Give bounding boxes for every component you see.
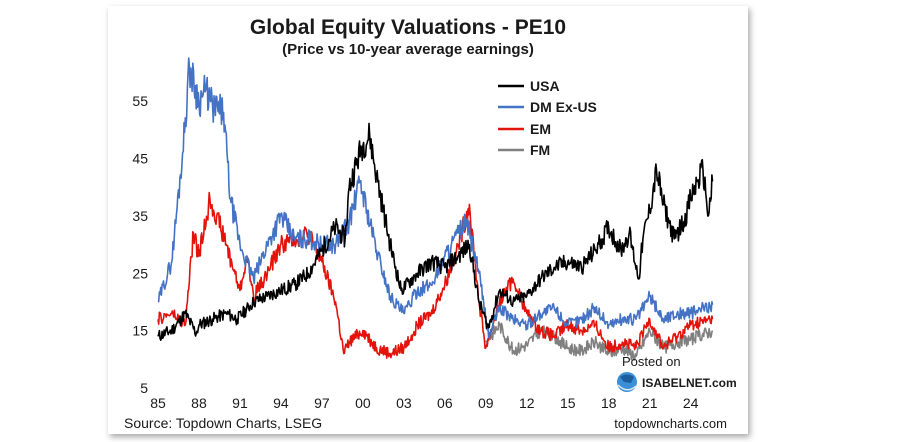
- chart: Global Equity Valuations - PE10 (Price v…: [124, 16, 737, 431]
- legend-label-dm-ex-us: DM Ex-US: [530, 99, 597, 115]
- x-tick-label: 12: [519, 395, 535, 411]
- y-tick-label: 25: [132, 265, 148, 281]
- x-tick-label: 24: [683, 395, 699, 411]
- chart-card: Global Equity Valuations - PE10 (Price v…: [108, 6, 748, 434]
- x-tick-label: 06: [437, 395, 453, 411]
- x-tick-label: 18: [601, 395, 617, 411]
- source-note: Source: Topdown Charts, LSEG: [124, 415, 322, 431]
- globe-icon: [617, 372, 637, 392]
- x-tick-label: 91: [232, 395, 248, 411]
- credit-bottom: topdowncharts.com: [614, 416, 727, 431]
- y-tick-label: 35: [132, 208, 148, 224]
- legend-label-fm: FM: [530, 142, 550, 158]
- x-tick-label: 85: [150, 395, 166, 411]
- x-tick-label: 94: [273, 395, 289, 411]
- x-tick-label: 97: [314, 395, 330, 411]
- x-tick-label: 15: [560, 395, 576, 411]
- y-tick-label: 15: [132, 323, 148, 339]
- y-tick-label: 45: [132, 151, 148, 167]
- x-tick-label: 09: [478, 395, 494, 411]
- series-lines: [157, 57, 714, 362]
- x-tick-label: 03: [396, 395, 412, 411]
- credit-badge: Posted on ISABELNET.com: [617, 354, 737, 392]
- series-line-em: [157, 191, 714, 360]
- legend-label-em: EM: [530, 121, 551, 137]
- y-axis-ticks: 5 15 25 35 45 55: [132, 93, 148, 396]
- y-tick-label: 55: [132, 93, 148, 109]
- chart-title: Global Equity Valuations - PE10: [250, 16, 566, 39]
- legend-label-usa: USA: [530, 78, 560, 94]
- x-tick-label: 88: [191, 395, 207, 411]
- chart-subtitle: (Price vs 10-year average earnings): [282, 41, 534, 58]
- series-line-usa: [157, 122, 714, 342]
- series-line-fm: [485, 321, 714, 362]
- credit-posted-on: Posted on: [622, 354, 681, 369]
- y-tick-label: 5: [140, 380, 148, 396]
- legend: USA DM Ex-US EM FM: [498, 78, 597, 158]
- series-line-dm-ex-us: [157, 57, 714, 339]
- credit-site: ISABELNET.com: [642, 376, 737, 390]
- x-axis-ticks: 85 88 91 94 97 00 03 06 09 12 15 18 21 24: [150, 395, 698, 411]
- x-tick-label: 00: [355, 395, 371, 411]
- x-tick-label: 21: [642, 395, 658, 411]
